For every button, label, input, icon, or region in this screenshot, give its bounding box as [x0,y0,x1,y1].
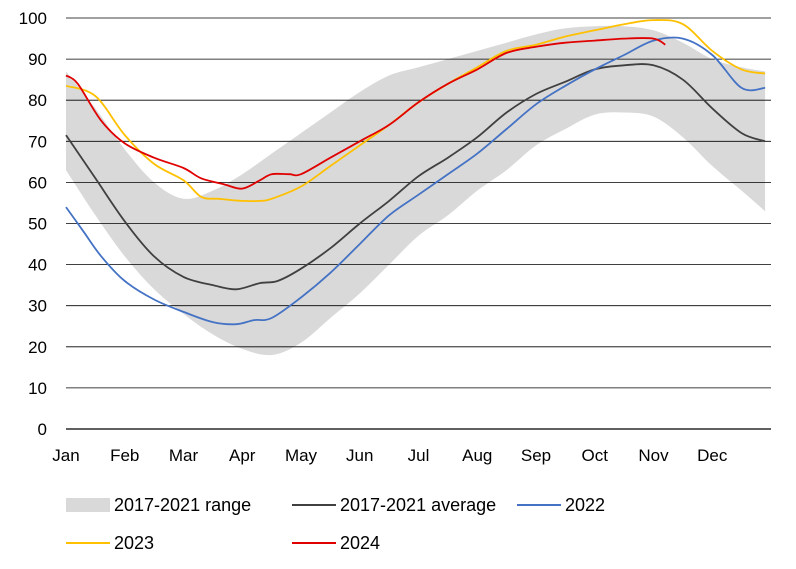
x-tick-label: Feb [110,446,139,465]
x-tick-label: May [285,446,318,465]
y-tick-label: 30 [28,297,47,316]
x-tick-label: Dec [697,446,728,465]
x-tick-label: Jan [52,446,79,465]
x-tick-label: Nov [638,446,669,465]
range-band-layer [66,25,766,356]
series-lines [65,19,766,326]
y-axis: 0 10 20 30 40 50 60 70 80 90 100 [19,9,47,439]
range-band [66,25,766,356]
y-tick-label: 10 [28,379,47,398]
y-tick-label: 90 [28,50,47,69]
y-tick-label: 50 [28,215,47,234]
series-line-2024 [65,37,666,190]
x-tick-label: Jul [408,446,430,465]
legend-label: 2024 [340,533,380,553]
x-tick-label: Mar [169,446,199,465]
legend-label: 2022 [565,495,605,515]
y-tick-label: 0 [38,420,47,439]
x-tick-label: Aug [462,446,492,465]
grid-lines [66,17,771,430]
y-tick-label: 60 [28,173,47,192]
x-tick-label: Sep [521,446,551,465]
series-line-2017-2021-average [65,63,766,291]
legend-label: 2023 [114,533,154,553]
y-tick-label: 70 [28,132,47,151]
y-tick-label: 100 [19,9,47,28]
y-tick-label: 40 [28,256,47,275]
y-tick-label: 80 [28,91,47,110]
legend-swatch-band [66,498,110,512]
x-tick-label: Apr [229,446,256,465]
x-tick-label: Oct [582,446,609,465]
legend-label: 2017-2021 range [114,495,251,515]
x-tick-label: Jun [346,446,373,465]
legend: 2017-2021 range 2017-2021 average 2022 2023… [66,495,605,553]
series-line-2022 [65,36,766,326]
y-tick-label: 20 [28,338,47,357]
legend-label: 2017-2021 average [340,495,496,515]
x-axis: Jan Feb Mar Apr May Jun Jul Aug Sep Oct Nov Dec [52,446,728,465]
